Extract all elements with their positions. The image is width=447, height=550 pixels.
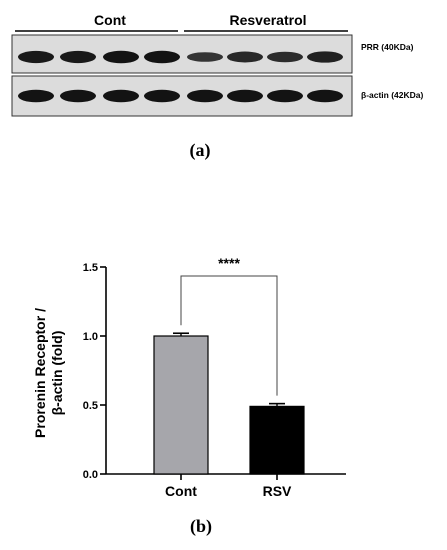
western-blot-panel: Cont Resveratrol PRR (40KDa) β-actin (42… xyxy=(11,12,424,161)
y-axis-title-line-1: Prorenin Receptor / xyxy=(32,308,48,438)
significance-stars: **** xyxy=(218,255,240,271)
blot-band xyxy=(18,50,54,64)
bar-cont xyxy=(153,335,209,475)
bar-chart: Prorenin Receptor / β-actin (fold) 0.00.… xyxy=(32,255,346,537)
actin-bands xyxy=(18,89,343,103)
blot-band xyxy=(267,51,303,63)
significance-line xyxy=(180,275,278,396)
blot-band xyxy=(227,89,263,103)
blot-band xyxy=(60,89,96,103)
blot-band xyxy=(60,50,96,64)
panel-label-a: (a) xyxy=(190,140,211,161)
blot-band xyxy=(187,52,223,62)
bar-rsv xyxy=(249,405,305,475)
blot-band xyxy=(307,89,343,103)
y-axis-title: Prorenin Receptor / β-actin (fold) xyxy=(32,308,65,438)
blot-label-prr: PRR (40KDa) xyxy=(361,42,414,52)
x-tick-label: RSV xyxy=(263,483,292,499)
y-tick-label: 0.0 xyxy=(83,469,98,481)
blot-band xyxy=(144,50,180,64)
y-axis-title-line-2: β-actin (fold) xyxy=(49,331,65,416)
group-label-resveratrol: Resveratrol xyxy=(229,12,306,28)
blot-label-actin: β-actin (42KDa) xyxy=(361,90,424,100)
panel-label-b: (b) xyxy=(190,516,212,537)
significance-bracket: **** xyxy=(180,255,278,396)
group-label-cont: Cont xyxy=(94,12,126,28)
blot-band xyxy=(227,51,263,63)
y-tick-label: 1.0 xyxy=(83,331,98,343)
x-ticks: Cont RSV xyxy=(165,474,292,499)
blot-band xyxy=(144,89,180,103)
y-tick-label: 0.5 xyxy=(83,400,98,412)
blot-band xyxy=(187,89,223,103)
y-tick-label: 1.5 xyxy=(83,262,98,274)
blot-band xyxy=(267,89,303,103)
prr-bands xyxy=(18,50,343,64)
blot-band xyxy=(307,51,343,63)
bars xyxy=(153,332,305,475)
x-tick-label: Cont xyxy=(165,483,197,499)
y-ticks: 0.0 0.5 1.0 1.5 xyxy=(83,262,106,481)
blot-band xyxy=(18,89,54,103)
blot-band xyxy=(103,50,139,64)
blot-band xyxy=(103,89,139,103)
